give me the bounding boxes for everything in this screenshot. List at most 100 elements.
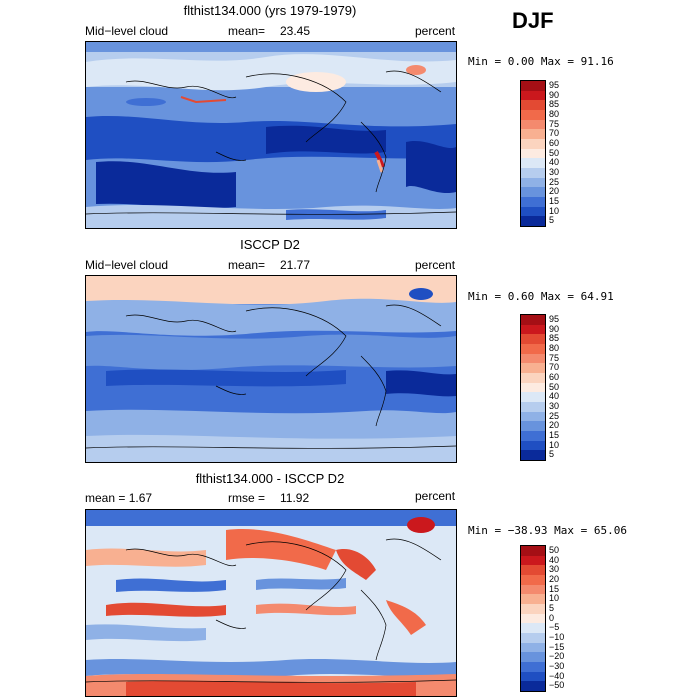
- colorbar-tick-label: −50: [549, 680, 565, 691]
- colorbar-swatch: [521, 431, 545, 441]
- colorbar-swatch: [521, 187, 545, 198]
- colorbar-tick-label: 60: [549, 137, 560, 148]
- colorbar-tick-label: −20: [549, 651, 565, 662]
- colorbar-swatch: [521, 421, 545, 432]
- colorbar-swatch: [521, 382, 545, 393]
- colorbar-swatch: [521, 148, 545, 159]
- colorbar-tick-label: 40: [549, 391, 560, 402]
- panel-2-mean-label: mean=: [228, 258, 266, 272]
- colorbar-swatch: [521, 315, 545, 325]
- colorbar-swatch: [521, 623, 545, 634]
- colorbar-swatch: [521, 633, 545, 643]
- colorbar-swatch: [521, 373, 545, 383]
- colorbar-swatch: [521, 662, 545, 672]
- colorbar-swatch: [521, 206, 545, 217]
- panel-1-variable-label: Mid−level cloud: [85, 24, 169, 38]
- panel-2-title: ISCCP D2: [240, 237, 300, 252]
- colorbar-swatch: [521, 642, 545, 653]
- colorbar-tick-label: 20: [549, 420, 560, 431]
- colorbar-tick-label: −5: [549, 622, 560, 633]
- colorbar-tick-label: 90: [549, 323, 560, 334]
- colorbar-swatch: [521, 555, 545, 566]
- colorbar-swatch: [521, 440, 545, 451]
- colorbar-swatch: [521, 324, 545, 335]
- colorbar-swatch: [521, 344, 545, 354]
- colorbar-swatch: [521, 613, 545, 624]
- colorbar-tick-label: −15: [549, 641, 565, 652]
- colorbar-swatch: [521, 681, 545, 692]
- colorbar-swatch: [521, 216, 545, 227]
- panel-2-map-field: [86, 276, 456, 462]
- panel-1-colorbar-ticks: 95 90 85 80 75 70 60 50 40 30 25 20 15 10 5: [549, 80, 589, 225]
- colorbar-swatch: [521, 353, 545, 364]
- panel-2-colorbar-ticks: 95 90 85 80 75 70 60 50 40 30 25 20 15 10 5: [549, 314, 589, 459]
- colorbar-tick-label: 75: [549, 352, 560, 363]
- colorbar-swatch: [521, 450, 545, 461]
- panel-3-map-field: [86, 510, 456, 696]
- panel-1-title: flthist134.000 (yrs 1979-1979): [183, 3, 357, 18]
- colorbar-swatch: [521, 411, 545, 422]
- colorbar-tick-label: 5: [549, 215, 555, 226]
- colorbar-swatch: [521, 158, 545, 169]
- panel-3-units: percent: [415, 489, 456, 503]
- colorbar-swatch: [521, 139, 545, 149]
- panel-2-colorbar: [520, 314, 546, 461]
- panel-1-mean-label: mean=: [228, 24, 266, 38]
- colorbar-swatch: [521, 334, 545, 345]
- colorbar-swatch: [521, 565, 545, 576]
- colorbar-tick-label: 95: [549, 79, 560, 90]
- panel-1-units: percent: [415, 24, 456, 38]
- colorbar-swatch: [521, 546, 545, 556]
- colorbar-tick-label: 0: [549, 612, 555, 623]
- colorbar-tick-label: −30: [549, 660, 565, 671]
- panel-3-colorbar: [520, 545, 546, 692]
- colorbar-tick-label: 15: [549, 583, 560, 594]
- colorbar-tick-label: 50: [549, 381, 560, 392]
- panel-1-map: [85, 41, 457, 229]
- panel-1-minmax: Min = 0.00 Max = 91.16: [468, 55, 614, 68]
- colorbar-tick-label: 20: [549, 186, 560, 197]
- panel-3-mean-stat: mean = 1.67: [85, 491, 153, 505]
- colorbar-swatch: [521, 671, 545, 682]
- colorbar-tick-label: 85: [549, 99, 560, 110]
- panel-1-map-field: [86, 42, 456, 228]
- panel-3-rmse-value: 11.92: [280, 491, 310, 505]
- colorbar-swatch: [521, 168, 545, 178]
- panel-2-mean-value: 21.77: [280, 258, 311, 272]
- colorbar-tick-label: 95: [549, 313, 560, 324]
- colorbar-tick-label: 15: [549, 195, 560, 206]
- panel-1-mean-value: 23.45: [280, 24, 311, 38]
- colorbar-tick-label: 60: [549, 371, 560, 382]
- colorbar-swatch: [521, 129, 545, 140]
- colorbar-tick-label: 80: [549, 108, 560, 119]
- colorbar-tick-label: 15: [549, 429, 560, 440]
- colorbar-tick-label: 5: [549, 449, 555, 460]
- panel-2-minmax: Min = 0.60 Max = 64.91: [468, 290, 614, 303]
- colorbar-tick-label: 30: [549, 166, 560, 177]
- panel-3-map: [85, 509, 457, 697]
- panel-3-title: flthist134.000 - ISCCP D2: [195, 471, 345, 486]
- colorbar-tick-label: 40: [549, 554, 560, 565]
- colorbar-swatch: [521, 392, 545, 403]
- colorbar-swatch: [521, 363, 545, 374]
- panel-1-colorbar: [520, 80, 546, 227]
- colorbar-swatch: [521, 177, 545, 188]
- colorbar-tick-label: 30: [549, 564, 560, 575]
- colorbar-swatch: [521, 594, 545, 605]
- colorbar-tick-label: 5: [549, 602, 555, 613]
- colorbar-tick-label: 30: [549, 400, 560, 411]
- colorbar-swatch: [521, 197, 545, 207]
- colorbar-tick-label: 20: [549, 573, 560, 584]
- colorbar-tick-label: 70: [549, 128, 560, 139]
- colorbar-tick-label: 50: [549, 147, 560, 158]
- panel-2-units: percent: [415, 258, 456, 272]
- colorbar-tick-label: 40: [549, 157, 560, 168]
- colorbar-tick-label: 50: [549, 544, 560, 555]
- colorbar-tick-label: 80: [549, 342, 560, 353]
- panel-3-minmax: Min = −38.93 Max = 65.06: [468, 524, 627, 537]
- colorbar-swatch: [521, 652, 545, 663]
- colorbar-tick-label: 70: [549, 362, 560, 373]
- colorbar-swatch: [521, 100, 545, 111]
- colorbar-tick-label: 85: [549, 333, 560, 344]
- colorbar-tick-label: −40: [549, 670, 565, 681]
